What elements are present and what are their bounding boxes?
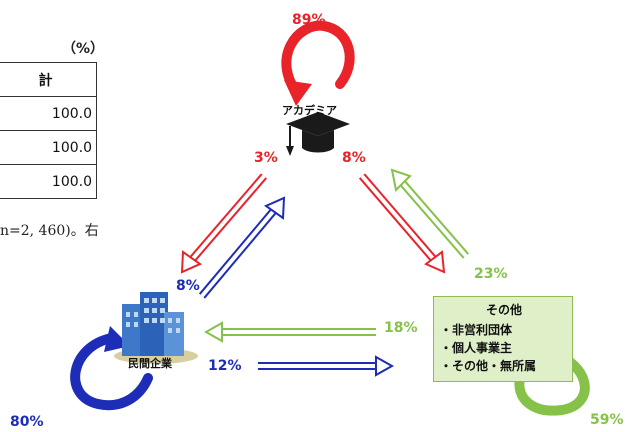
company-to-other-arrow — [258, 355, 395, 377]
total-cell: 100.0 — [0, 164, 97, 199]
academia-to-other-pct: 8% — [342, 150, 366, 166]
other-to-company-arrow — [203, 321, 376, 343]
academia-to-other-arrow — [358, 173, 446, 274]
company-to-other-pct: 12% — [208, 358, 242, 374]
other-self-arrow — [514, 347, 590, 416]
graduation-cap-icon — [286, 112, 350, 156]
total-table: 計 100.0 100.0 100.0 — [0, 62, 97, 199]
academia-self-arrowhead — [284, 80, 312, 106]
other-box: その他 ・非営利団体 ・個人事業主 ・その他・無所属 — [433, 296, 573, 382]
other-item-unaffiliated: ・その他・無所属 — [440, 359, 537, 373]
academia-self-arrow — [281, 20, 355, 99]
other-self-pct: 59% — [590, 412, 624, 428]
other-item-nonprofit: ・非営利団体 — [440, 323, 513, 337]
other-to-academia-arrow — [390, 168, 470, 259]
other-label: その他 — [485, 303, 522, 317]
academia-to-company-pct: 3% — [254, 150, 278, 166]
academia-self-pct: 89% — [292, 12, 326, 28]
company-to-academia-arrow — [198, 196, 286, 299]
other-to-academia-pct: 23% — [474, 266, 508, 282]
company-label: 民間企業 — [128, 357, 172, 370]
office-building-icon — [114, 292, 198, 364]
company-self-pct: 80% — [10, 414, 44, 430]
sample-note: n=2, 460)。右 — [0, 223, 99, 239]
unit-label: （%） — [62, 41, 105, 57]
other-to-company-pct: 18% — [384, 320, 418, 336]
company-self-arrow — [70, 333, 153, 411]
total-cell: 100.0 — [0, 96, 97, 131]
company-to-academia-pct: 8% — [176, 278, 200, 294]
academia-to-company-arrow — [180, 173, 268, 274]
academia-label: アカデミア — [282, 104, 337, 117]
other-item-sole-proprietor: ・個人事業主 — [440, 341, 513, 355]
